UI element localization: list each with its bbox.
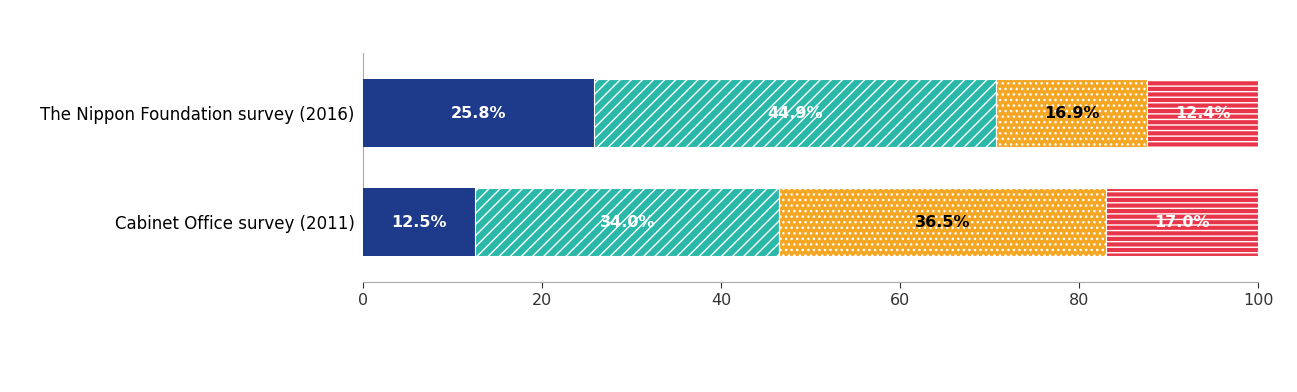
Text: 25.8%: 25.8% [451, 106, 506, 121]
Text: 44.9%: 44.9% [768, 106, 822, 121]
Bar [996, 79, 1147, 147]
Text: 12.4%: 12.4% [1175, 106, 1231, 121]
Bar [475, 189, 779, 256]
Bar [363, 79, 594, 147]
Bar [594, 79, 996, 147]
Text: 34.0%: 34.0% [599, 215, 655, 230]
Text: 36.5%: 36.5% [914, 215, 970, 230]
Text: 12.5%: 12.5% [392, 215, 447, 230]
Bar [1147, 79, 1258, 147]
Bar [1106, 189, 1258, 256]
Bar [363, 189, 475, 256]
Text: 16.9%: 16.9% [1044, 106, 1100, 121]
Bar [779, 189, 1106, 256]
Text: 17.0%: 17.0% [1154, 215, 1210, 230]
